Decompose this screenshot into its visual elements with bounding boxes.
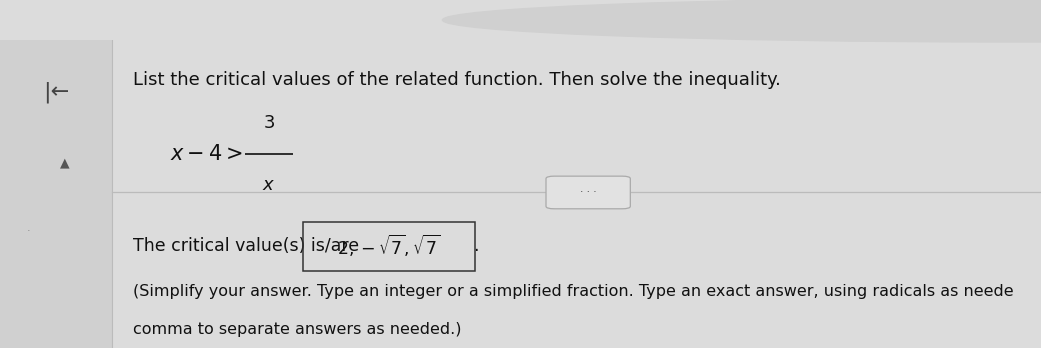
Text: |←: |← [43,82,70,103]
Text: comma to separate answers as needed.): comma to separate answers as needed.) [133,322,462,337]
Circle shape [442,0,1041,42]
Text: (Simplify your answer. Type an integer or a simplified fraction. Type an exact a: (Simplify your answer. Type an integer o… [133,284,1014,299]
Text: $x-4>$: $x-4>$ [170,144,243,164]
Bar [0,40,112,348]
Text: · · ·: · · · [580,188,596,197]
Text: ▲: ▲ [60,157,70,170]
Text: ·: · [26,226,30,236]
Text: .: . [473,237,478,255]
Text: List the critical values of the related function. Then solve the inequality.: List the critical values of the related … [133,71,781,89]
Text: $3$: $3$ [262,114,275,132]
Text: $x$: $x$ [262,176,275,194]
FancyBboxPatch shape [545,176,630,209]
Text: The critical value(s) is/are: The critical value(s) is/are [133,237,365,255]
Text: $2, -\sqrt{7}, \sqrt{7}$: $2, -\sqrt{7}, \sqrt{7}$ [337,234,440,259]
